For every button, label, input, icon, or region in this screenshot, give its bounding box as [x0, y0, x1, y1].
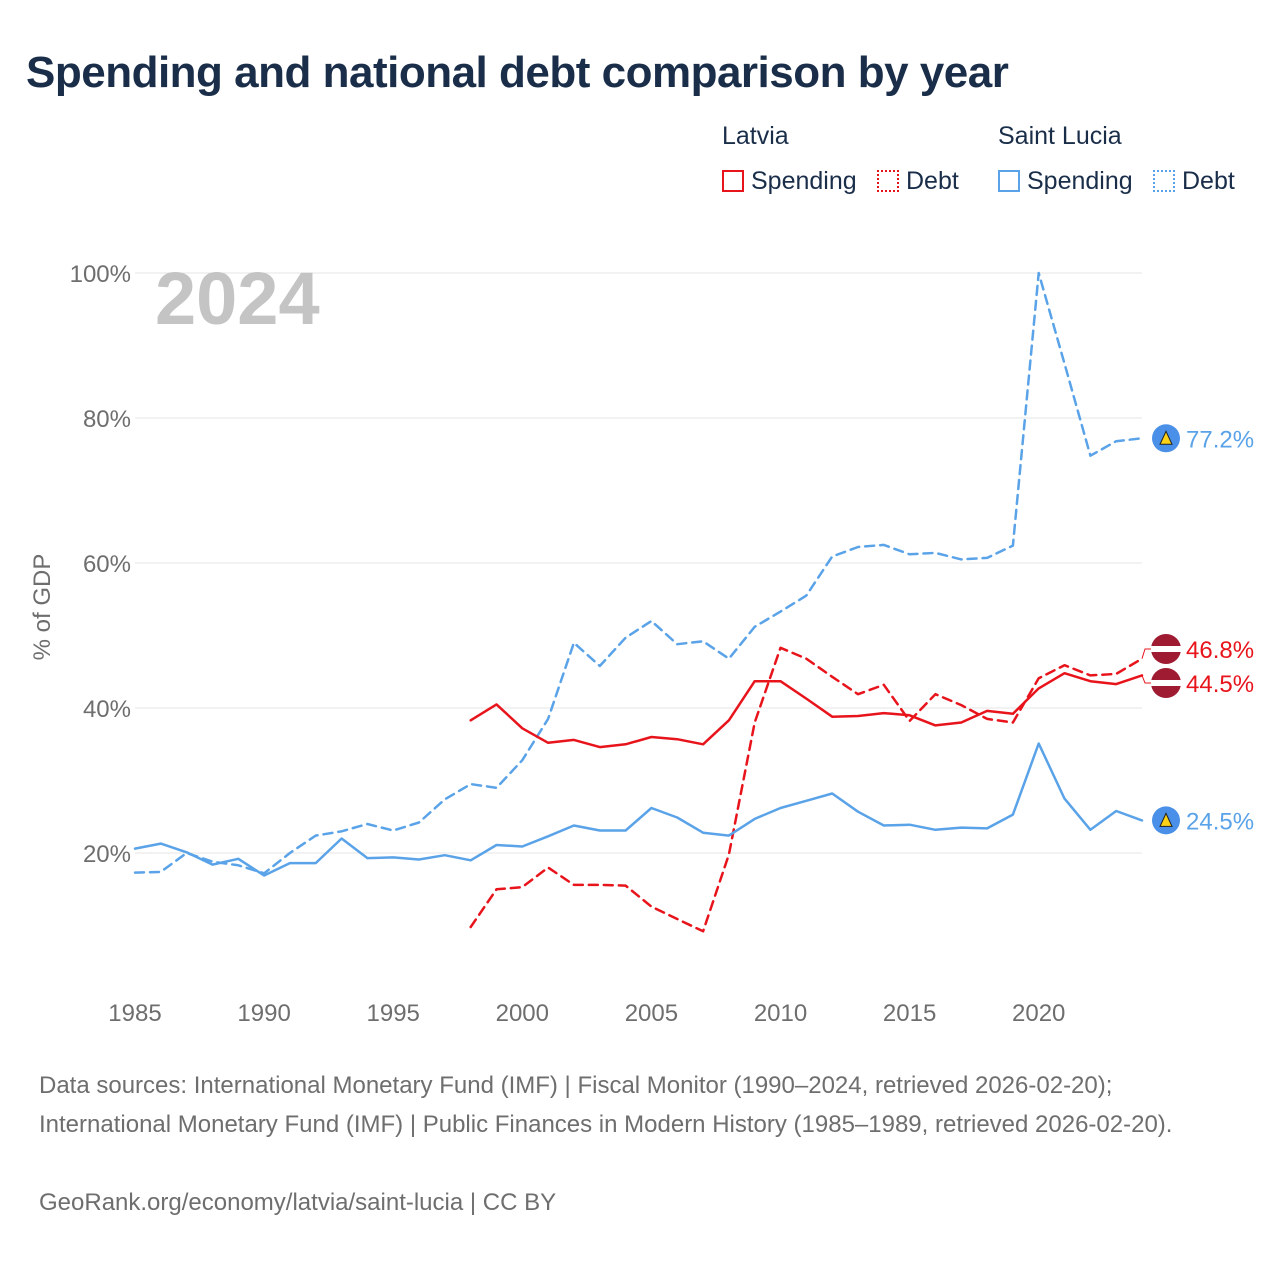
x-tick-label: 1990 — [237, 1000, 290, 1027]
line-chart: 20% 40% 60% 80% 100% 1985 1990 1995 2000 2005 2010… — [29, 257, 1254, 1027]
year-watermark: 2024 — [155, 257, 320, 340]
label-leader-line — [1141, 648, 1152, 659]
legend-group-saint-lucia: Saint Lucia — [998, 122, 1122, 150]
y-tick-label: 100% — [70, 261, 131, 288]
legend-latvia-debt[interactable]: Debt — [877, 164, 959, 198]
legend-saint-lucia-spending[interactable]: Spending — [998, 164, 1133, 198]
x-tick-label: 1985 — [108, 1000, 161, 1027]
x-tick-label: 2000 — [496, 1000, 549, 1027]
label-leader-line — [1141, 675, 1152, 684]
legend-latvia-spending[interactable]: Spending — [722, 164, 857, 198]
latvia-flag-stripe-icon — [1151, 680, 1181, 686]
x-tick-label: 1995 — [367, 1000, 420, 1027]
legend-swatch-dotted-icon — [877, 170, 899, 192]
legend-saint-lucia-spending-label: Spending — [1027, 166, 1133, 195]
legend-saint-lucia-debt-label: Debt — [1182, 166, 1235, 195]
y-tick-label: 60% — [83, 551, 131, 578]
series-line-latvia-spending — [469, 671, 1144, 749]
data-sources: Data sources: International Monetary Fun… — [39, 1072, 1173, 1138]
legend-saint-lucia-debt[interactable]: Debt — [1153, 164, 1235, 198]
end-label: 77.2% — [1186, 426, 1254, 453]
chart-title: Spending and national debt comparison by… — [26, 48, 1009, 97]
end-label: 24.5% — [1186, 808, 1254, 835]
legend-swatch-solid-icon — [722, 170, 744, 192]
credit-link[interactable]: GeoRank.org/economy/latvia/saint-lucia |… — [39, 1189, 557, 1216]
legend-swatch-dotted-icon — [1153, 170, 1175, 192]
legend-latvia-debt-label: Debt — [906, 166, 959, 195]
legend-group-latvia: Latvia — [722, 122, 789, 150]
y-tick-label: 20% — [83, 841, 131, 868]
saint-lucia-flag-triangle-icon — [1159, 430, 1173, 445]
legend-latvia-spending-label: Spending — [751, 166, 857, 195]
saint-lucia-flag-triangle-icon — [1159, 812, 1173, 827]
latvia-flag-stripe-icon — [1151, 646, 1181, 652]
series-line-latvia-debt — [469, 646, 1144, 933]
y-tick-label: 40% — [83, 696, 131, 723]
series-line-saint-lucia-spending — [133, 742, 1144, 877]
x-tick-label: 2005 — [625, 1000, 678, 1027]
x-tick-label: 2015 — [883, 1000, 936, 1027]
x-tick-label: 2010 — [754, 1000, 807, 1027]
y-axis-label: % of GDP — [29, 554, 56, 661]
series-line-saint-lucia-debt — [133, 271, 1144, 875]
end-label: 46.8% — [1186, 637, 1254, 664]
x-tick-label: 2020 — [1012, 1000, 1065, 1027]
end-label: 44.5% — [1186, 671, 1254, 698]
y-tick-label: 80% — [83, 406, 131, 433]
legend-swatch-solid-icon — [998, 170, 1020, 192]
